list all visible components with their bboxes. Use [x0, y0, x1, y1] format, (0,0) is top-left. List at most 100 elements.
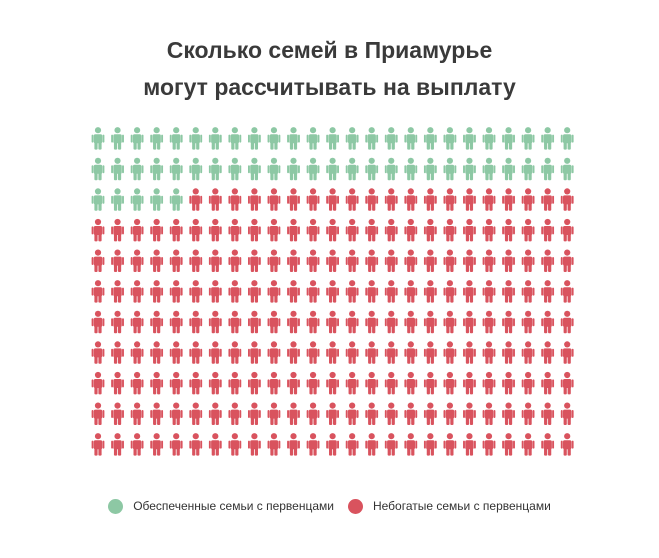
person-icon-low-income	[208, 310, 222, 334]
person-icon-low-income	[169, 433, 183, 456]
person-icon-affluent	[189, 157, 203, 181]
person-icon-low-income	[326, 310, 339, 334]
person-icon-low-income	[423, 310, 437, 334]
person-icon-low-income	[208, 280, 222, 303]
person-icon-low-income	[463, 371, 476, 395]
person-icon-low-income	[326, 188, 339, 211]
person-icon-low-income	[463, 280, 476, 303]
person-icon-affluent	[287, 157, 300, 181]
person-icon-affluent	[502, 157, 515, 181]
person-icon-low-income	[502, 310, 515, 334]
person-icon-affluent	[150, 188, 164, 211]
person-icon-low-income	[306, 218, 320, 242]
person-icon-low-income	[326, 218, 339, 242]
person-icon-affluent	[443, 157, 457, 181]
person-icon-low-income	[443, 341, 457, 364]
person-icon-low-income	[521, 218, 535, 242]
person-icon-affluent	[326, 127, 339, 150]
person-icon-low-income	[384, 218, 398, 242]
person-icon-low-income	[228, 188, 242, 211]
person-icon-affluent	[130, 127, 144, 150]
person-icon-low-income	[560, 280, 574, 303]
person-icon-low-income	[150, 371, 164, 395]
legend-item-affluent: Обеспеченные семьи с первенцами	[108, 498, 334, 514]
person-icon-low-income	[384, 249, 398, 272]
person-icon-low-income	[267, 249, 281, 272]
person-icon-affluent	[521, 157, 535, 181]
person-icon-affluent	[463, 157, 476, 181]
person-icon-low-income	[521, 371, 535, 395]
person-icon-affluent	[189, 127, 203, 150]
person-icon-low-income	[521, 433, 535, 456]
person-icon-low-income	[482, 310, 496, 334]
person-icon-low-income	[541, 280, 555, 303]
person-icon-low-income	[463, 310, 476, 334]
person-icon-low-income	[208, 341, 222, 364]
person-icon-low-income	[248, 433, 261, 456]
person-icon-low-income	[326, 280, 339, 303]
person-icon-low-income	[482, 249, 496, 272]
person-icon-low-income	[365, 188, 379, 211]
person-icon-low-income	[365, 280, 379, 303]
person-icon-affluent	[91, 188, 105, 211]
person-icon-low-income	[423, 188, 437, 211]
person-icon-low-income	[404, 188, 418, 211]
person-icon-affluent	[463, 127, 476, 150]
person-icon-low-income	[463, 218, 476, 242]
person-icon-low-income	[150, 402, 164, 425]
person-icon-low-income	[228, 433, 242, 456]
person-icon-low-income	[365, 249, 379, 272]
person-icon-low-income	[365, 433, 379, 456]
legend-label-low-income: Небогатые семьи с первенцами	[372, 499, 551, 513]
person-icon-low-income	[482, 280, 496, 303]
person-icon-low-income	[306, 402, 320, 425]
person-icon-low-income	[111, 402, 124, 425]
person-icon-low-income	[443, 433, 457, 456]
person-icon-low-income	[326, 341, 339, 364]
person-icon-low-income	[463, 433, 476, 456]
person-icon-low-income	[404, 402, 418, 425]
person-icon-low-income	[345, 249, 359, 272]
person-icon-low-income	[169, 371, 183, 395]
person-icon-low-income	[326, 402, 339, 425]
person-icon-affluent	[150, 157, 164, 181]
person-icon-low-income	[267, 188, 281, 211]
person-icon-low-income	[365, 341, 379, 364]
person-icon-low-income	[502, 218, 515, 242]
person-icon-low-income	[287, 280, 300, 303]
person-icon-affluent	[248, 127, 261, 150]
person-icon-low-income	[248, 310, 261, 334]
person-icon-low-income	[267, 218, 281, 242]
person-icon-low-income	[189, 341, 203, 364]
person-icon-low-income	[541, 310, 555, 334]
person-icon-low-income	[443, 402, 457, 425]
person-icon-low-income	[521, 402, 535, 425]
person-icon-low-income	[541, 188, 555, 211]
person-icon-low-income	[189, 433, 203, 456]
person-icon-low-income	[287, 310, 300, 334]
person-icon-affluent	[502, 127, 515, 150]
person-icon-affluent	[111, 157, 124, 181]
person-icon-low-income	[189, 249, 203, 272]
person-icon-low-income	[365, 402, 379, 425]
person-icon-low-income	[521, 249, 535, 272]
person-icon-low-income	[443, 280, 457, 303]
person-icon-low-income	[287, 402, 300, 425]
person-icon-low-income	[150, 249, 164, 272]
person-icon-low-income	[150, 341, 164, 364]
person-icon-affluent	[267, 157, 281, 181]
person-icon-low-income	[345, 218, 359, 242]
person-icon-low-income	[443, 249, 457, 272]
person-icon-low-income	[482, 188, 496, 211]
person-icon-affluent	[228, 157, 242, 181]
person-icon-low-income	[502, 402, 515, 425]
person-icon-low-income	[111, 371, 124, 395]
person-icon-low-income	[150, 280, 164, 303]
person-icon-low-income	[502, 249, 515, 272]
person-icon-low-income	[423, 433, 437, 456]
person-icon-low-income	[482, 433, 496, 456]
person-icon-low-income	[91, 218, 105, 242]
person-icon-low-income	[267, 341, 281, 364]
person-icon-low-income	[365, 218, 379, 242]
person-icon-low-income	[306, 310, 320, 334]
